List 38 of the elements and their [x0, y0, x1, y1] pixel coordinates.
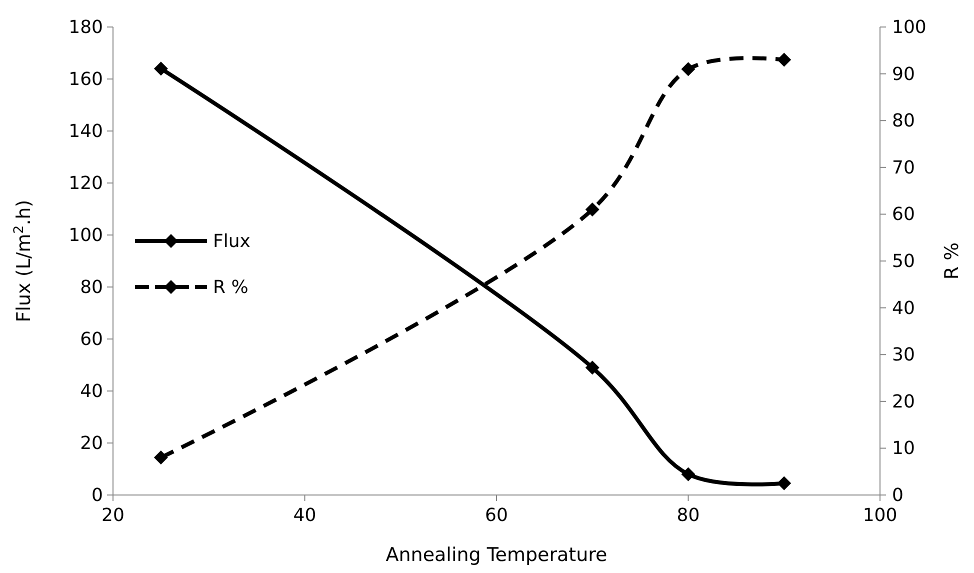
y2-tick-label: 30: [892, 344, 915, 366]
y2-tick-label: 40: [892, 298, 915, 319]
y2-tick-label: 80: [892, 110, 915, 132]
y-tick-label: 0: [92, 485, 103, 506]
x-tick-label: 100: [862, 505, 898, 526]
y2-tick-label: 20: [892, 391, 915, 412]
x-tick-label: 80: [676, 505, 700, 526]
point: [154, 62, 168, 76]
x-tick-label: 40: [293, 505, 316, 526]
y-tick-label: 160: [68, 69, 103, 90]
legend-label: Flux: [213, 231, 251, 252]
y2-tick-label: 50: [892, 251, 915, 272]
y-tick-label: 20: [80, 433, 103, 454]
y2-tick-label: 90: [892, 64, 915, 85]
x-tick-label: 20: [102, 505, 124, 526]
x-tick-label: 60: [485, 505, 508, 526]
y-tick-label: 140: [68, 121, 103, 142]
legend-label: R %: [213, 277, 248, 298]
y-tick-label: 180: [68, 17, 103, 38]
y2-tick-label: 10: [892, 438, 915, 460]
point: [585, 360, 600, 375]
y2-tick-label: 70: [892, 157, 915, 178]
y2-axis-title: R %: [941, 242, 963, 280]
y-tick-label: 120: [68, 173, 103, 194]
y2-tick-label: 0: [892, 485, 904, 506]
point: [681, 62, 696, 76]
point: [681, 467, 696, 482]
y-tick-label: 80: [80, 277, 103, 298]
y-tick-label: 60: [80, 329, 103, 350]
y-tick-label: 100: [68, 225, 103, 246]
x-axis-title: Annealing Temperature: [386, 544, 608, 566]
point: [585, 202, 600, 217]
point: [777, 52, 792, 67]
y2-tick-label: 60: [892, 204, 915, 226]
point: [154, 450, 168, 465]
y-tick-label: 40: [80, 381, 103, 402]
y2-tick-label: 100: [892, 17, 926, 38]
point: [777, 476, 792, 490]
